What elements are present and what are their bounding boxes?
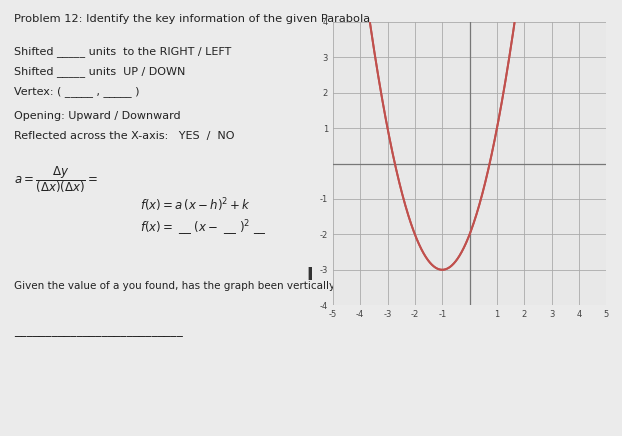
Text: $f(x) = $ __ $(x - $ __ $)^2$ __: $f(x) = $ __ $(x - $ __ $)^2$ __ xyxy=(140,218,267,238)
Text: $a = \dfrac{\Delta y}{(\Delta x)(\Delta x)} =$: $a = \dfrac{\Delta y}{(\Delta x)(\Delta … xyxy=(14,164,98,195)
Text: Shifted _____ units  UP / DOWN: Shifted _____ units UP / DOWN xyxy=(14,66,185,77)
Text: Reflected across the X-axis:   YES  /  NO: Reflected across the X-axis: YES / NO xyxy=(14,131,234,141)
Text: Vertex: ( _____ , _____ ): Vertex: ( _____ , _____ ) xyxy=(14,86,139,97)
Text: Problem 12: Identify the key information of the given Parabola: Problem 12: Identify the key information… xyxy=(14,14,370,24)
Text: Given the value of a you found, has the graph been vertically stretched, vertica: Given the value of a you found, has the … xyxy=(14,281,573,291)
Text: ___________________________: ___________________________ xyxy=(14,324,183,337)
Text: I: I xyxy=(307,266,313,284)
Text: $f(x) = a\,(x - h)^2 + k$: $f(x) = a\,(x - h)^2 + k$ xyxy=(140,196,251,214)
Text: Opening: Upward / Downward: Opening: Upward / Downward xyxy=(14,111,180,121)
Text: Shifted _____ units  to the RIGHT / LEFT: Shifted _____ units to the RIGHT / LEFT xyxy=(14,46,231,57)
